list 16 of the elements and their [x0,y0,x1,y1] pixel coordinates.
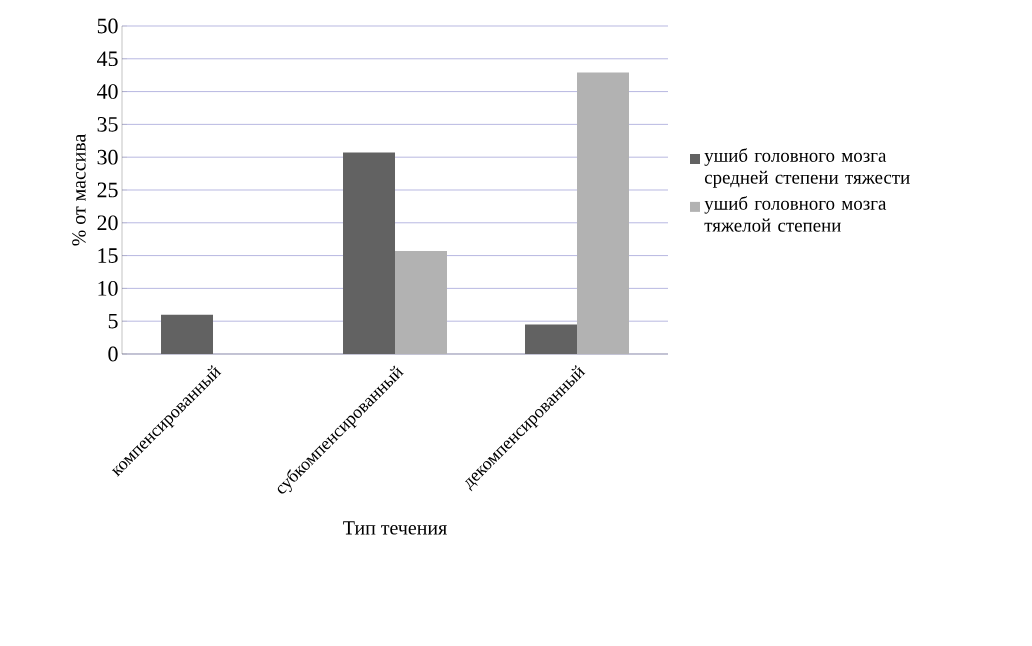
y-tick-label: 35 [97,117,118,132]
y-axis-title: % от массива [72,133,86,246]
bar [395,250,448,354]
legend-label: ушиб головного мозга тяжелой степени [704,196,887,232]
y-tick-label: 15 [98,248,118,263]
y-tick-label: 10 [98,280,118,296]
y-tick-label: 20 [97,215,118,231]
bar [577,72,630,354]
y-tick-label: 30 [97,149,118,165]
y-tick-label: 25 [97,182,118,198]
y-tick-label: 40 [96,84,118,99]
y-tick-label: 50 [97,18,118,34]
x-axis-title: Тип течения [343,521,447,535]
y-tick-label: 5 [108,313,118,329]
y-tick-label: 45 [96,51,118,67]
y-tick-label: 0 [108,346,118,362]
